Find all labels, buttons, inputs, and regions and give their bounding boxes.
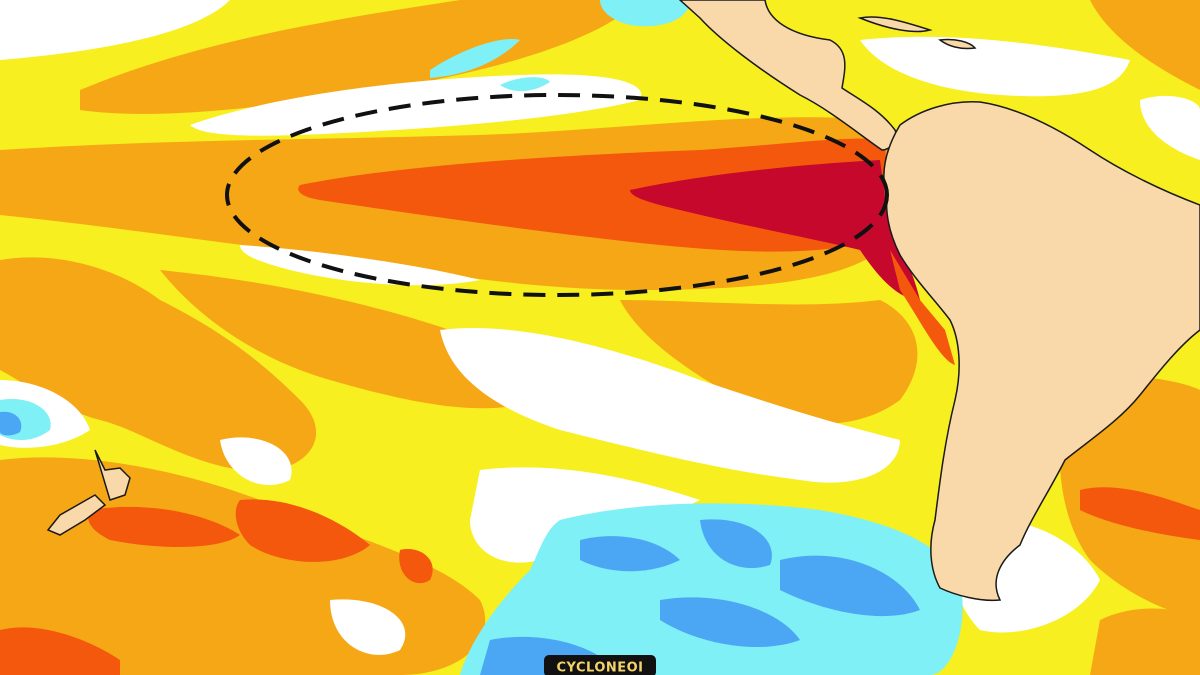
cool-patch	[500, 77, 550, 92]
white-patch	[330, 599, 406, 655]
white-patch	[860, 36, 1130, 97]
south-america	[883, 101, 1200, 602]
red-orange-blob	[88, 506, 241, 547]
orange-blob	[1090, 608, 1200, 675]
red-orange-blob	[235, 499, 370, 562]
new-zealand-north	[94, 449, 131, 501]
land	[46, 0, 1200, 602]
red-orange-blob	[1080, 487, 1200, 540]
watermark-box	[544, 655, 656, 675]
red-orange-blob	[0, 627, 120, 675]
caribbean-island	[938, 38, 977, 50]
white-patch	[0, 0, 230, 60]
white-patch	[1140, 95, 1200, 160]
orange-blob	[160, 270, 546, 409]
blue-area	[700, 519, 772, 568]
blue-area	[780, 555, 920, 617]
warm-tongue	[0, 117, 955, 365]
dark-red-core	[630, 160, 920, 300]
red-orange-blob	[399, 549, 433, 584]
blue-area	[660, 597, 800, 648]
north-bands	[0, 0, 1200, 160]
caribbean-island	[857, 16, 933, 33]
blue-area	[580, 536, 680, 572]
cool-patch	[600, 0, 690, 27]
coastal-warm	[890, 250, 955, 365]
white-areas	[0, 328, 1100, 655]
white-patch	[240, 245, 480, 286]
cool-patch	[430, 39, 520, 78]
orange-patch	[1090, 0, 1200, 90]
orange-band	[80, 0, 640, 114]
new-zealand-south	[46, 494, 107, 536]
white-patch	[220, 437, 292, 486]
blue-area	[0, 411, 22, 436]
highlight-ellipse	[225, 93, 889, 297]
orange-blob	[0, 257, 317, 472]
orange-blob	[620, 300, 918, 424]
watermark: CYCLONEOI	[556, 661, 643, 675]
white-patch	[440, 328, 900, 483]
